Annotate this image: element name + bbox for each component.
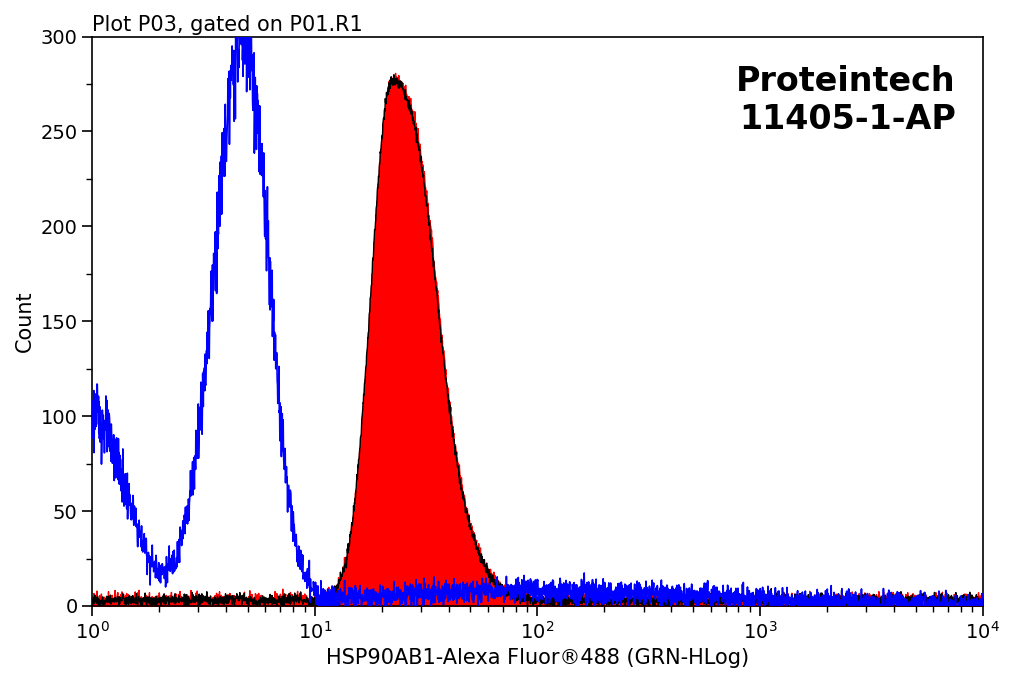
Text: Proteintech
11405-1-AP: Proteintech 11405-1-AP: [736, 65, 956, 136]
Text: Plot P03, gated on P01.R1: Plot P03, gated on P01.R1: [92, 15, 363, 35]
X-axis label: HSP90AB1-Alexa Fluor®488 (GRN-HLog): HSP90AB1-Alexa Fluor®488 (GRN-HLog): [326, 648, 749, 668]
Y-axis label: Count: Count: [15, 290, 35, 352]
